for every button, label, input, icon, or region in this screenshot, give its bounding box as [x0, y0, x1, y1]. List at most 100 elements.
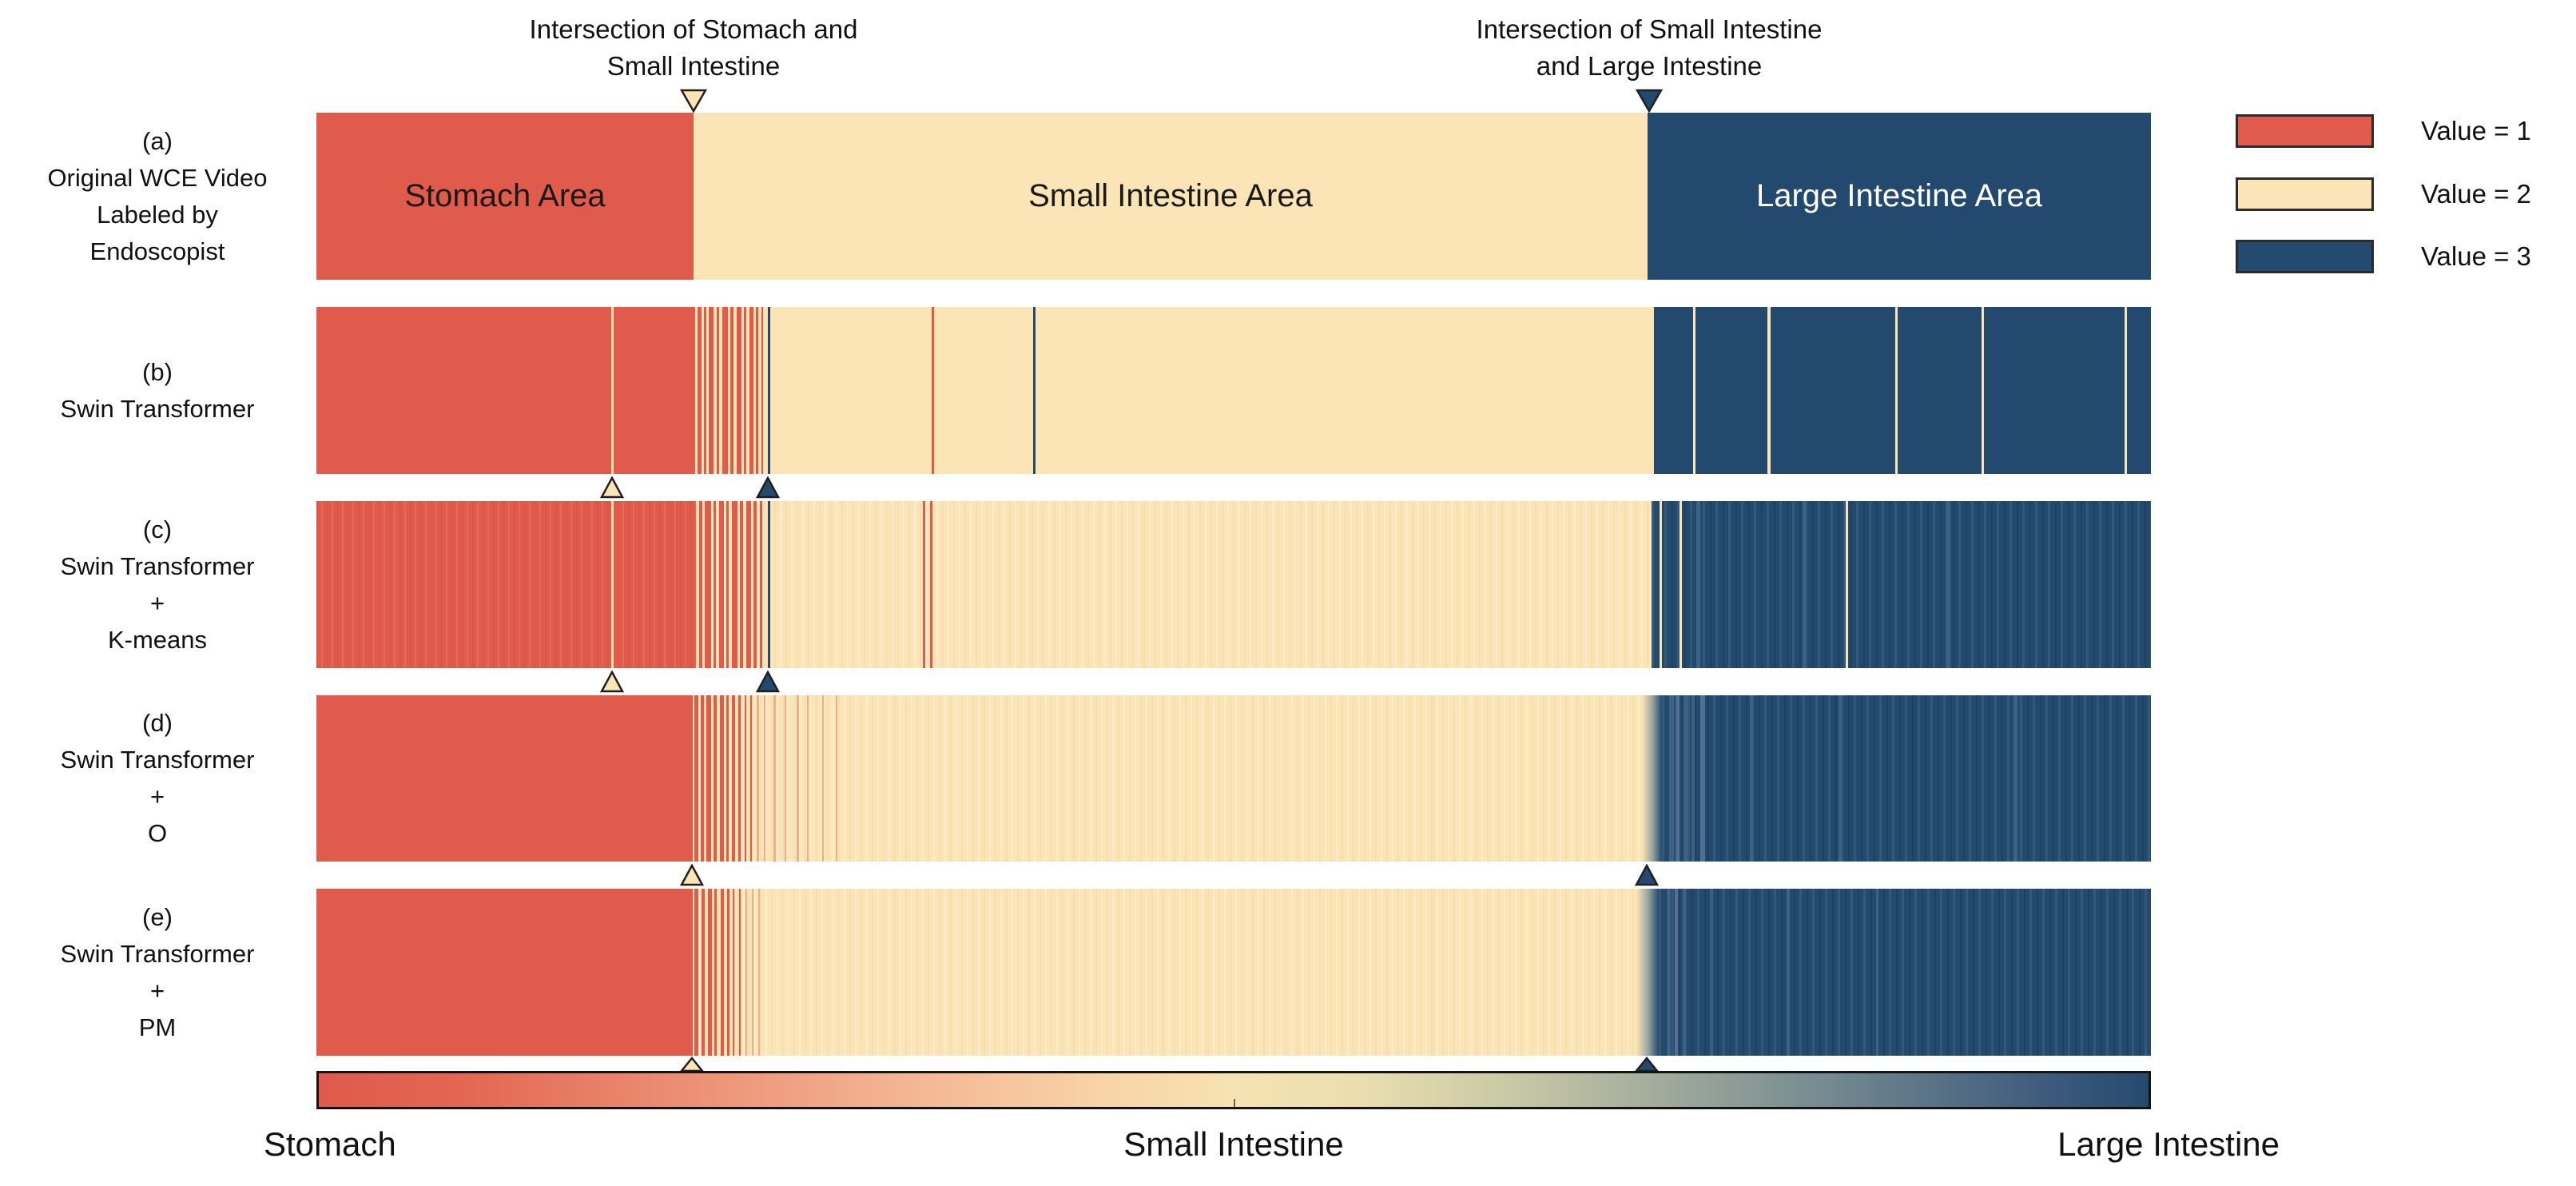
noise-line-red [714, 889, 717, 1056]
c-stomach-si-marker [600, 671, 624, 693]
noise-line-red [727, 889, 729, 1056]
noise-line-pink [764, 695, 765, 862]
noise-line-pink [797, 695, 799, 862]
annotation-line: Small Intestine [606, 51, 781, 81]
noise-line-red [760, 501, 762, 668]
noise-line-pink [807, 695, 809, 862]
noise-line-red [726, 501, 729, 668]
segment-blend [1642, 695, 1662, 862]
noise-line-red [704, 307, 706, 474]
noise-line-red [720, 695, 724, 862]
noise-line-red [733, 889, 734, 1056]
noise-line-red [694, 889, 698, 1056]
row-bar-e [316, 889, 2151, 1056]
noise-line-red [738, 695, 741, 862]
noise-line-red [698, 307, 702, 474]
segment-navy [1648, 113, 2151, 280]
noise-line-red [694, 695, 698, 862]
noise-line-red [930, 501, 932, 668]
noise-line-cream [1693, 307, 1695, 474]
noise-line-red [705, 501, 711, 668]
legend-swatch-navy [2236, 240, 2374, 273]
e-stomach-si-marker [680, 1057, 704, 1073]
noise-line-navyLight2 [1676, 695, 1680, 862]
noise-line-red [761, 307, 763, 474]
noise-line-red [726, 695, 729, 862]
noise-line-navyLight [1803, 501, 1806, 668]
row-bar-d [316, 695, 2151, 862]
noise-line-red [717, 307, 719, 474]
noise-line-navyLight [1787, 889, 1790, 1056]
noise-line-cream [1846, 501, 1848, 668]
noise-line-navyLight [1839, 695, 1842, 862]
noise-line-red [749, 307, 753, 474]
noise-line-red [722, 307, 728, 474]
noise-line-navyLight [1683, 889, 1686, 1056]
b-stomach-si-marker [600, 476, 624, 499]
noise-line-red [756, 307, 758, 474]
annotation-line: Intersection of Stomach and [529, 14, 858, 44]
noise-line-red [721, 889, 724, 1056]
gt-stomach-si-arrow [680, 89, 707, 113]
noise-line-pink [836, 695, 837, 862]
noise-line-red [737, 307, 741, 474]
noise-line-navyLight2 [1700, 695, 1705, 862]
noise-line-navyLight [1876, 889, 1878, 1056]
legend-label-navy: Value = 3 [2421, 241, 2531, 271]
noise-line-red [719, 501, 724, 668]
noise-line-navyLight [1711, 889, 1713, 1056]
noise-line-navy [768, 501, 770, 668]
noise-line-navyLight [2013, 695, 2017, 862]
segment-cream [693, 889, 1636, 1056]
noise-line-cream [611, 501, 614, 668]
noise-line-red [745, 695, 746, 862]
noise-line-cream [1982, 307, 1984, 474]
area-label: Small Intestine Area [1028, 178, 1313, 213]
segment-navy [1662, 695, 2151, 862]
gt-si-li-arrow [1636, 89, 1663, 113]
noise-line-cream [1767, 307, 1771, 474]
noise-line-red [714, 695, 717, 862]
segment-cream [693, 695, 1642, 862]
noise-line-red [706, 695, 711, 862]
d-stomach-si-marker [680, 864, 704, 886]
noise-line-red [730, 307, 733, 474]
segment-red [316, 307, 695, 474]
noise-line-red [923, 501, 925, 668]
noise-line-cream [1680, 501, 1682, 668]
noise-line-navyLight [1669, 695, 1674, 862]
row-label-a: (a) Original WCE Video Labeled by Endosc… [47, 126, 268, 265]
segment-red [316, 889, 693, 1056]
area-label: Stomach Area [404, 178, 606, 213]
row-bar-b [316, 307, 2151, 474]
noise-line-red [708, 889, 712, 1056]
noise-line-navyLight2 [1675, 889, 1678, 1056]
legend-swatch-red [2236, 114, 2374, 148]
row-label-b: (b) Swin Transformer [60, 357, 255, 423]
noise-line-red [740, 501, 743, 668]
legend-label-cream: Value = 2 [2421, 179, 2531, 209]
noise-line-red [701, 695, 704, 862]
noise-line-red [709, 307, 714, 474]
axis-label-stomach: Stomach [264, 1125, 396, 1163]
axis-label-large-intestine: Large Intestine [2057, 1125, 2280, 1163]
gradient-center-tick [1234, 1099, 1235, 1107]
noise-line-navy [768, 307, 770, 474]
noise-line-pink [758, 889, 760, 1056]
noise-line-cream [1660, 501, 1662, 668]
legend-swatch-cream [2236, 177, 2374, 211]
row-bar-a: Stomach Area Small Intestine Area Large In… [316, 113, 2151, 280]
noise-line-navyLight [1691, 695, 1695, 862]
segment-red [316, 695, 693, 862]
noise-line-red [744, 307, 746, 474]
segment-cream [696, 501, 1652, 668]
noise-line-red [753, 501, 757, 668]
legend-label-red: Value = 1 [2421, 116, 2531, 145]
noise-line-red [714, 501, 716, 668]
noise-line-pink [822, 695, 824, 862]
segment-navy [1659, 889, 2151, 1056]
row-label-c: (c) Swin Transformer + K-means [60, 515, 255, 654]
noise-line-navy [1033, 307, 1036, 474]
c-si-li-marker [756, 671, 780, 693]
b-si-li-marker [756, 476, 780, 499]
